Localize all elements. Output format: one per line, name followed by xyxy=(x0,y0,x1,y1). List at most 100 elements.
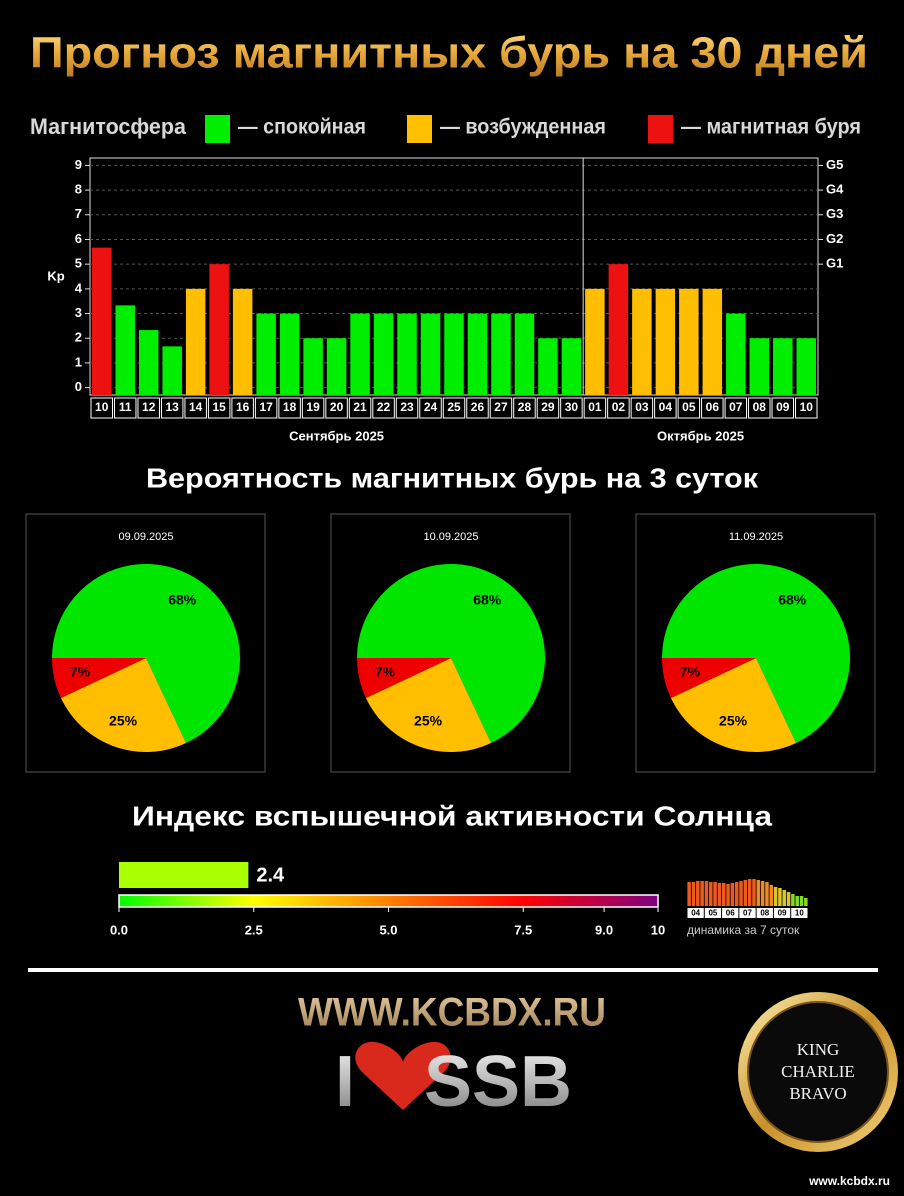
badge-text: KING xyxy=(797,1040,840,1059)
section-title: Вероятность магнитных бурь на 3 суток xyxy=(146,462,759,493)
x-tick-label: 30 xyxy=(565,400,579,414)
spark-bar xyxy=(743,880,748,906)
day-cell xyxy=(722,908,739,918)
y-tick-label: 2 xyxy=(75,330,82,345)
color-scale xyxy=(118,894,659,908)
bar xyxy=(632,288,652,395)
y-tick-label: 9 xyxy=(75,157,82,172)
x-tick-label: 12 xyxy=(142,400,156,414)
x-tick-label: 04 xyxy=(659,400,673,414)
legend-label: — спокойная xyxy=(238,116,366,139)
category-cell xyxy=(207,397,231,419)
spark-bar xyxy=(734,882,739,906)
x-tick-label: 10 xyxy=(651,922,665,937)
bar xyxy=(514,313,535,395)
x-tick-label: 02 xyxy=(612,400,626,414)
spark-bar xyxy=(756,880,761,906)
bar xyxy=(444,313,464,395)
legend-swatch xyxy=(407,115,432,143)
category-cell xyxy=(677,397,701,419)
pie-label: 25% xyxy=(719,712,748,728)
x-tick-label: 15 xyxy=(212,400,226,414)
x-tick-label: 21 xyxy=(353,400,367,414)
y-axis-label: Kp xyxy=(47,268,64,283)
pie-slice xyxy=(52,564,240,744)
y-tick-label: 8 xyxy=(75,182,82,197)
pie-slice xyxy=(357,564,545,744)
spark-bar xyxy=(804,898,808,906)
x-tick-label: 7.5 xyxy=(514,922,532,937)
category-cell xyxy=(372,397,395,419)
category-cell xyxy=(442,397,466,419)
bar xyxy=(232,288,253,395)
y-tick-label: 1 xyxy=(75,354,82,369)
bar xyxy=(115,305,135,395)
bar xyxy=(749,338,770,395)
pie-label: 68% xyxy=(778,592,807,608)
x-tick-label: 26 xyxy=(471,400,485,414)
bar xyxy=(185,288,206,395)
category-cell xyxy=(231,397,254,419)
day-label: 08 xyxy=(760,909,769,918)
spark-bar xyxy=(730,883,735,906)
bar xyxy=(138,330,159,395)
bar xyxy=(279,313,300,395)
category-cell xyxy=(395,397,419,419)
pie-slice xyxy=(52,658,146,699)
bar xyxy=(561,338,582,395)
bar xyxy=(585,288,605,395)
x-tick-label: 14 xyxy=(189,400,203,414)
bar xyxy=(373,313,394,395)
x-tick-label: 27 xyxy=(494,400,508,414)
bar xyxy=(773,338,793,395)
x-tick-label: 08 xyxy=(753,400,767,414)
spark-bar xyxy=(769,885,774,906)
spark-title: динамика за 7 суток xyxy=(687,923,800,937)
bar xyxy=(726,313,746,395)
x-tick-label: 5.0 xyxy=(379,922,397,937)
footer-url: www.kcbdx.ru xyxy=(808,1174,890,1188)
value-label: 2.4 xyxy=(256,864,285,886)
pie-label: 68% xyxy=(473,592,502,608)
heart-icon xyxy=(355,1041,451,1110)
x-tick-label: 2.5 xyxy=(245,922,263,937)
x-tick-label: 13 xyxy=(166,400,180,414)
spark-bar xyxy=(713,882,717,906)
category-cell xyxy=(560,397,583,419)
legend-label: — магнитная буря xyxy=(681,116,861,139)
pie-slice xyxy=(60,658,187,752)
x-tick-label: 24 xyxy=(424,400,438,414)
group-label: Октябрь 2025 xyxy=(657,428,744,443)
badge-text: BRAVO xyxy=(789,1084,846,1103)
day-label: 04 xyxy=(691,909,700,918)
spark-bar xyxy=(791,894,795,906)
y-tick-label: 4 xyxy=(75,280,83,295)
y2-tick-label: G1 xyxy=(826,256,843,271)
category-cell xyxy=(748,397,771,419)
x-tick-label: 22 xyxy=(377,400,391,414)
pie-title: 10.09.2025 xyxy=(423,531,478,543)
category-cell xyxy=(795,397,818,419)
day-cell xyxy=(756,908,773,918)
bar xyxy=(209,264,229,395)
category-cell xyxy=(325,397,348,419)
category-cell xyxy=(160,397,184,419)
category-cell xyxy=(466,397,489,419)
pie-label: 25% xyxy=(414,712,443,728)
category-cell xyxy=(583,397,607,419)
spark-bar xyxy=(717,883,722,906)
bar xyxy=(350,313,370,395)
pie-slice xyxy=(662,658,756,699)
spark-bar xyxy=(687,882,691,906)
bar xyxy=(397,313,417,395)
category-cell xyxy=(489,397,513,419)
bar xyxy=(608,264,629,395)
category-cell xyxy=(771,397,795,419)
category-cell xyxy=(630,397,654,419)
bar xyxy=(256,313,276,395)
day-label: 07 xyxy=(743,909,752,918)
day-label: 09 xyxy=(778,909,787,918)
category-cell xyxy=(90,397,113,419)
x-tick-label: 05 xyxy=(682,400,696,414)
